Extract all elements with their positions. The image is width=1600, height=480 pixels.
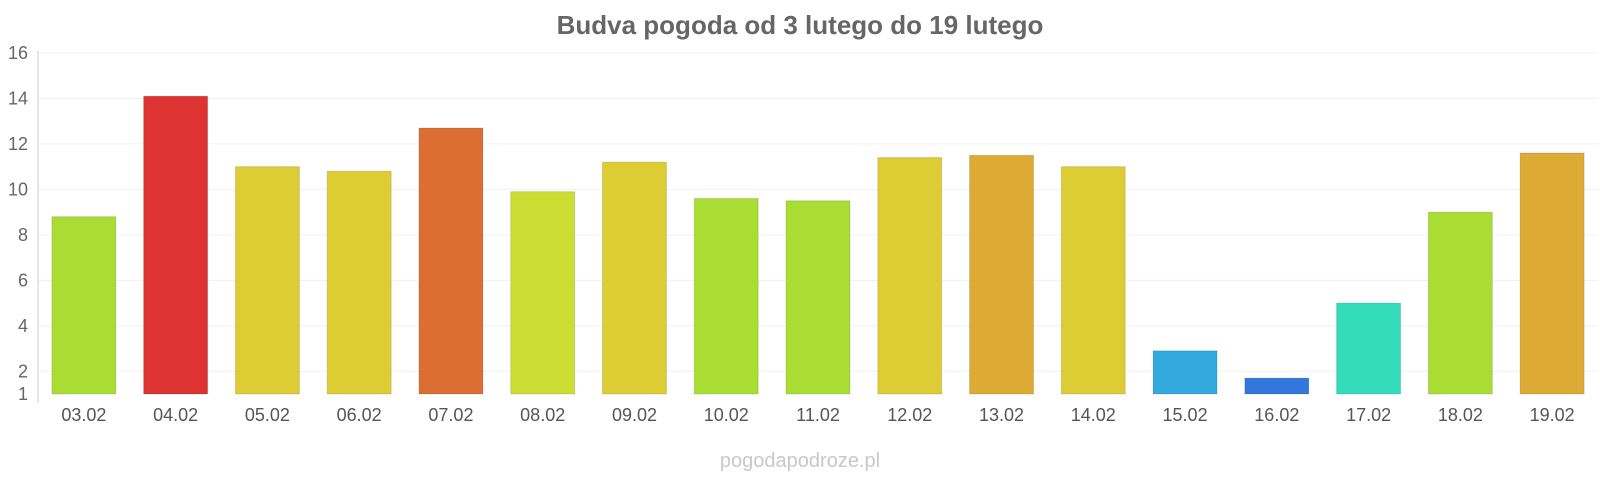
bar-15.02 [1152,350,1218,395]
x-tick-label: 09.02 [612,405,657,425]
x-tick-label: 16.02 [1254,405,1299,425]
bar-12.02 [877,157,943,395]
y-tick-label: 4 [18,316,28,336]
x-tick-label: 05.02 [245,405,290,425]
bar-18.02 [1427,211,1493,395]
x-tick-label: 19.02 [1530,405,1575,425]
bar-11.02 [785,200,851,395]
x-tick-label: 10.02 [704,405,749,425]
x-tick-labels: 03.02 04.02 05.02 06.02 07.02 08.02 09.02 10.02… [61,405,1574,425]
bar-04.02 [143,95,209,395]
bar-10.02 [693,197,759,395]
bar-07.02 [418,127,484,395]
watermark: pogodapodroze.pl [719,450,881,472]
y-tick-label: 1 [18,384,28,404]
x-tick-label: 15.02 [1163,405,1208,425]
x-tick-label: 14.02 [1071,405,1116,425]
x-tick-label: 06.02 [337,405,382,425]
bar-08.02 [510,191,576,395]
x-tick-label: 03.02 [61,405,106,425]
bar-06.02 [326,170,392,395]
bar-05.02 [234,166,300,395]
x-tick-label: 12.02 [887,405,932,425]
bar-19.02 [1519,152,1585,395]
x-tick-label: 04.02 [153,405,198,425]
bar-17.02 [1336,302,1402,395]
y-tick-label: 12 [8,134,28,154]
x-tick-label: 07.02 [428,405,473,425]
bar-09.02 [601,161,667,395]
bar-14.02 [1060,166,1126,395]
bar-16.02 [1244,377,1310,395]
y-tick-label: 14 [8,88,28,108]
x-tick-label: 17.02 [1346,405,1391,425]
x-tick-label: 18.02 [1438,405,1483,425]
chart-title: Budva pogoda od 3 lutego do 19 lutego [556,10,1044,40]
bar-03.02 [51,216,117,395]
bar-13.02 [969,154,1035,395]
x-tick-label: 08.02 [520,405,565,425]
y-tick-label: 8 [18,225,28,245]
y-tick-label: 16 [8,43,28,63]
y-tick-label: 2 [18,361,28,381]
x-tick-label: 11.02 [796,405,840,425]
bars [51,95,1585,395]
x-tick-label: 13.02 [979,405,1024,425]
y-tick-label: 6 [18,270,28,290]
y-tick-label: 10 [8,179,28,199]
